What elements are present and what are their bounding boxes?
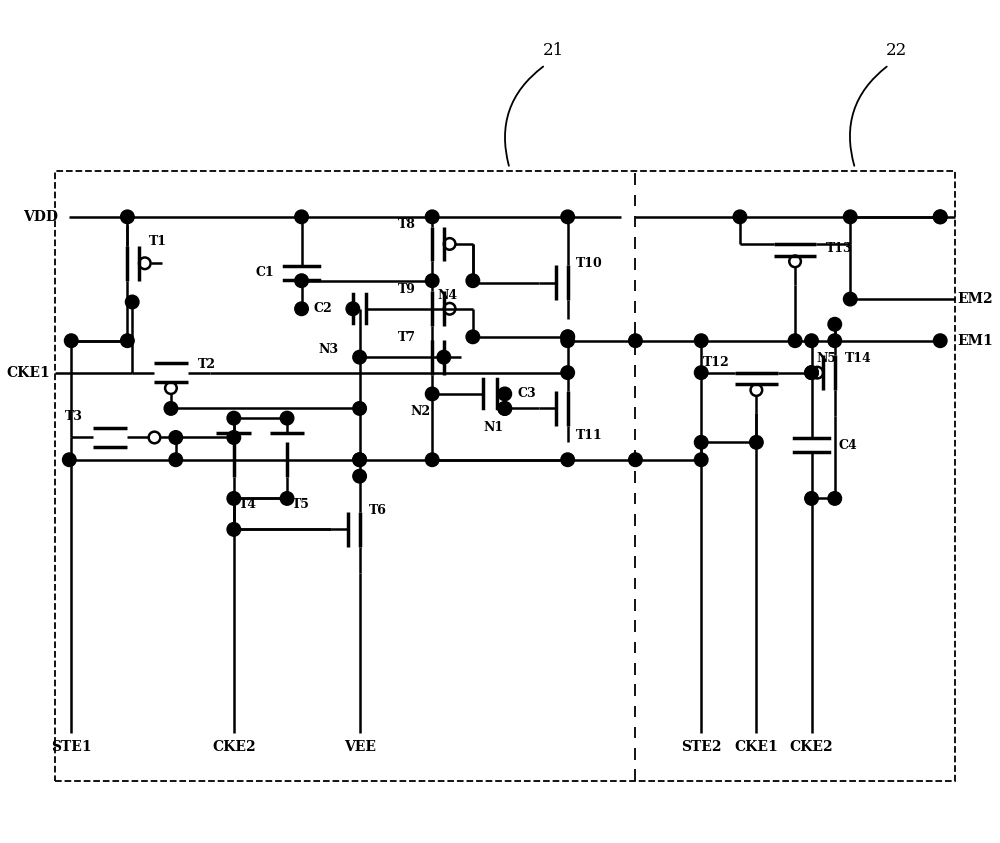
Text: STE2: STE2 [681, 740, 721, 754]
Circle shape [694, 453, 708, 466]
Circle shape [828, 318, 842, 331]
Text: T6: T6 [369, 503, 387, 517]
Circle shape [227, 491, 241, 505]
Circle shape [121, 210, 134, 223]
Circle shape [280, 491, 294, 505]
Circle shape [933, 334, 947, 347]
Text: T3: T3 [65, 410, 83, 422]
Circle shape [425, 210, 439, 223]
Circle shape [353, 351, 366, 364]
Circle shape [694, 366, 708, 379]
Circle shape [353, 453, 366, 466]
Text: CKE1: CKE1 [734, 740, 778, 754]
Circle shape [498, 401, 512, 416]
Circle shape [295, 274, 308, 287]
Circle shape [227, 411, 241, 425]
Text: T5: T5 [292, 497, 310, 511]
Circle shape [733, 210, 747, 223]
Text: VEE: VEE [344, 740, 376, 754]
Circle shape [561, 330, 574, 344]
Text: CKE1: CKE1 [6, 366, 50, 379]
Text: T10: T10 [575, 257, 602, 270]
Circle shape [694, 436, 708, 449]
Text: T2: T2 [198, 358, 216, 372]
Circle shape [425, 387, 439, 400]
Text: C1: C1 [256, 266, 274, 280]
Circle shape [629, 334, 642, 347]
Circle shape [843, 293, 857, 306]
Circle shape [353, 453, 366, 466]
Text: CKE2: CKE2 [790, 740, 833, 754]
Circle shape [63, 453, 76, 466]
Text: C4: C4 [839, 438, 857, 452]
Circle shape [353, 470, 366, 483]
Text: N3: N3 [318, 343, 338, 356]
Circle shape [498, 387, 512, 400]
Text: EM1: EM1 [958, 334, 993, 347]
Circle shape [425, 274, 439, 287]
Circle shape [750, 436, 763, 449]
Circle shape [805, 491, 818, 505]
Circle shape [295, 210, 308, 223]
Text: N1: N1 [483, 422, 503, 434]
Text: T11: T11 [575, 429, 602, 442]
Circle shape [788, 334, 802, 347]
Text: T7: T7 [398, 331, 416, 344]
Text: T9: T9 [398, 283, 416, 296]
Circle shape [805, 334, 818, 347]
Text: T1: T1 [149, 235, 167, 249]
Circle shape [437, 351, 451, 364]
Circle shape [346, 302, 360, 315]
Circle shape [561, 366, 574, 379]
Circle shape [933, 210, 947, 223]
Text: C2: C2 [314, 303, 333, 315]
Circle shape [125, 295, 139, 309]
Text: T4: T4 [239, 497, 257, 511]
Text: 22: 22 [886, 42, 907, 59]
Text: T8: T8 [398, 218, 416, 231]
Circle shape [280, 411, 294, 425]
Circle shape [295, 302, 308, 315]
Text: C3: C3 [517, 388, 536, 400]
Circle shape [694, 334, 708, 347]
Circle shape [561, 210, 574, 223]
Circle shape [933, 210, 947, 223]
Circle shape [828, 491, 842, 505]
Text: T13: T13 [826, 242, 853, 255]
Text: N2: N2 [411, 405, 431, 418]
Circle shape [466, 274, 480, 287]
Text: N5: N5 [816, 352, 836, 365]
Text: 21: 21 [543, 42, 564, 59]
Circle shape [64, 334, 78, 347]
Circle shape [561, 334, 574, 347]
Circle shape [121, 334, 134, 347]
Text: STE1: STE1 [51, 740, 92, 754]
Circle shape [169, 431, 183, 444]
Circle shape [629, 453, 642, 466]
Circle shape [843, 210, 857, 223]
Circle shape [805, 366, 818, 379]
Text: T12: T12 [703, 357, 730, 369]
Circle shape [466, 330, 480, 344]
Text: VDD: VDD [23, 210, 58, 224]
Circle shape [164, 401, 178, 416]
Text: EM2: EM2 [958, 292, 993, 306]
Circle shape [353, 401, 366, 416]
Bar [55, 171, 955, 781]
Circle shape [828, 334, 842, 347]
Circle shape [227, 431, 241, 444]
Text: N4: N4 [437, 288, 457, 302]
Circle shape [805, 366, 818, 379]
Circle shape [561, 453, 574, 466]
Text: T14: T14 [844, 352, 871, 365]
Text: CKE2: CKE2 [212, 740, 256, 754]
Circle shape [169, 453, 183, 466]
Circle shape [425, 453, 439, 466]
Circle shape [498, 401, 512, 416]
Circle shape [227, 523, 241, 536]
Circle shape [561, 330, 574, 344]
